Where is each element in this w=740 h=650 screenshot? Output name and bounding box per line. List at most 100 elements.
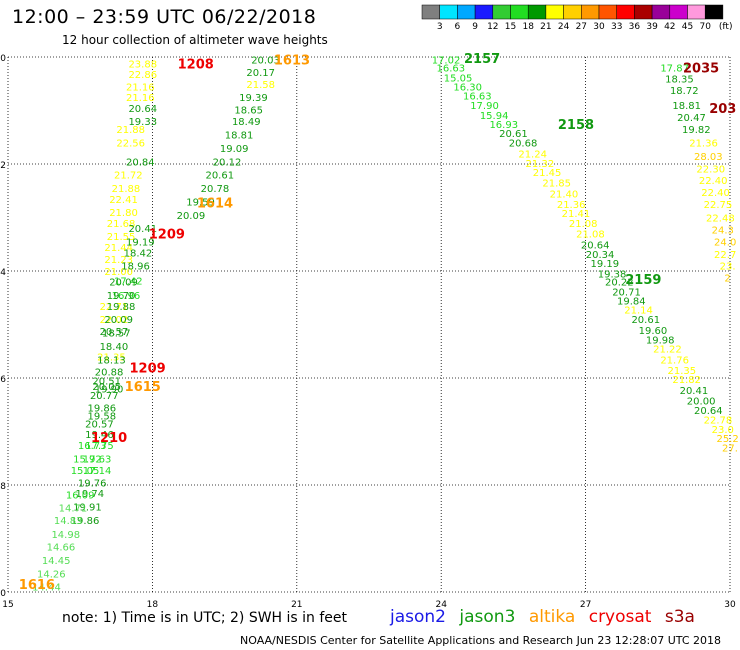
- pass-time-label: 1616: [19, 578, 55, 593]
- wave-height-value: 19.33: [128, 117, 157, 128]
- wave-height-value: 19.98: [646, 335, 675, 346]
- wave-height-value: 22.41: [109, 195, 138, 206]
- lat-tick-label: -40: [0, 54, 6, 64]
- wave-height-value: 20.22: [605, 278, 634, 289]
- wave-height-value: 19.46: [85, 430, 114, 441]
- satellite-legend: jason2 jason3 altika cryosat s3a: [390, 607, 703, 627]
- wave-height-value: 17.02: [432, 56, 461, 67]
- lat-tick-label: -48: [0, 482, 6, 492]
- color-scale-bar: 3 6 9 12 15 18 21 24 27 30 33 36 39 42 45 70 (ft): [421, 4, 732, 32]
- wave-height-value: 19.38: [598, 270, 627, 281]
- wave-height-value: 19.19: [591, 259, 620, 270]
- wave-height-value: 19.91: [73, 502, 102, 513]
- color-level-label: 27: [576, 22, 587, 32]
- wave-height-value: 21.82: [672, 375, 701, 386]
- wave-height-value: 22.40: [701, 188, 730, 199]
- wave-height-value: 19.88: [107, 302, 136, 313]
- legend-cryosat: cryosat: [588, 607, 652, 627]
- wave-height-value: 23.0: [712, 425, 734, 436]
- wave-height-value: 20.71: [612, 287, 641, 298]
- wave-height-value: 19.76: [78, 478, 107, 489]
- wave-height-value: 15.94: [480, 111, 509, 122]
- wave-height-value: 17.42: [114, 277, 143, 288]
- pass-time-label: 2035: [683, 62, 719, 77]
- wave-height-value: 14.71: [59, 503, 88, 514]
- wave-height-value: 21.24: [518, 149, 547, 160]
- chart-title: 12:00 – 23:59 UTC 06/22/2018: [12, 6, 317, 28]
- wave-height-value: 21.76: [660, 355, 689, 366]
- wave-height-value: 20.78: [201, 184, 230, 195]
- wave-height-value: 28.03: [694, 152, 723, 163]
- wave-height-value: 22.40: [699, 176, 728, 187]
- wave-height-value: 21.08: [576, 230, 605, 241]
- wave-height-value: 20.88: [95, 368, 124, 379]
- wave-height-value: 19.74: [76, 489, 105, 500]
- wave-height-value: 17.14: [83, 466, 112, 477]
- color-swatch: [704, 4, 724, 20]
- wave-height-value: 22.71: [100, 302, 129, 313]
- wave-height-value: 20.61: [205, 171, 234, 182]
- credit-text: NOAA/NESDIS Center for Satellite Applica…: [240, 634, 722, 647]
- wave-height-value: 23.: [720, 262, 736, 273]
- wave-height-value: 23.88: [128, 59, 157, 70]
- wave-height-value: 24.0: [714, 238, 736, 249]
- legend-s3a: s3a: [664, 607, 695, 627]
- wave-height-value: 20.57: [85, 419, 114, 430]
- wave-height-value: 21.88: [116, 125, 145, 136]
- lat-tick-label: -44: [0, 268, 6, 278]
- legend-jason2: jason2: [390, 607, 446, 627]
- wave-height-value: 16.96: [112, 291, 141, 302]
- color-level-label: 9: [472, 22, 478, 32]
- wave-height-value: 21.35: [97, 353, 126, 364]
- wave-height-value: 21.22: [653, 345, 682, 356]
- lon-tick-label: 27: [580, 600, 591, 610]
- wave-height-value: 22.75: [704, 200, 733, 211]
- wave-height-value: 20.64: [581, 240, 610, 251]
- wave-height-value: 21.23: [104, 255, 133, 266]
- wave-height-value: 19.58: [88, 411, 117, 422]
- wave-height-value: 18.35: [665, 74, 694, 85]
- wave-height-value: 20.00: [687, 396, 716, 407]
- wave-height-value: 21.16: [126, 82, 155, 93]
- wave-height-value: 21.58: [246, 80, 275, 91]
- pass-time-label: 1209: [129, 361, 165, 376]
- wave-height-value: 19.70: [107, 291, 136, 302]
- wave-height-value: 21.36: [557, 200, 586, 211]
- color-level-label: 70: [699, 22, 711, 32]
- wave-height-value: 19.59: [186, 197, 215, 208]
- wave-height-value: 20.09: [109, 278, 138, 289]
- lon-tick-label: 15: [2, 600, 13, 610]
- wave-height-value: 20.09: [177, 211, 206, 222]
- wave-height-value: 20.77: [90, 391, 119, 402]
- wave-height-value: 19.82: [682, 125, 711, 136]
- lat-tick-label: -42: [0, 161, 6, 171]
- wave-height-value: 21.68: [107, 219, 136, 230]
- pass-time-label: 1208: [178, 57, 214, 72]
- wave-height-value: 14.98: [51, 530, 80, 541]
- wave-height-value: 18.72: [670, 86, 699, 97]
- color-level-label: 15: [505, 22, 516, 32]
- wave-height-value: 19.86: [88, 403, 117, 414]
- wave-height-value: 21.32: [526, 159, 555, 170]
- wave-height-value: 22.78: [704, 416, 733, 427]
- wave-height-value: 21.45: [533, 168, 562, 179]
- wave-height-value: 21.08: [569, 219, 598, 230]
- wave-height-value: 21.40: [550, 189, 579, 200]
- wave-height-value: 14.44: [32, 583, 61, 594]
- wave-height-value: 20.12: [213, 157, 242, 168]
- color-level-label: 12: [487, 22, 498, 32]
- wave-height-value: 19.19: [126, 238, 155, 249]
- wave-height-value: 21.00: [104, 267, 133, 278]
- pass-time-label: 1614: [197, 197, 233, 212]
- wave-height-value: 16.09: [66, 491, 95, 502]
- color-level-label: 24: [558, 22, 570, 32]
- color-level-label: 36: [629, 22, 641, 32]
- lat-tick-label: -46: [0, 375, 6, 385]
- wave-height-value: 20.57: [100, 327, 129, 338]
- note-text: note: 1) Time is in UTC; 2) SWH is in fe…: [62, 610, 348, 626]
- wave-height-value: 19.90: [95, 385, 124, 396]
- wave-height-value: 15.05: [444, 73, 473, 84]
- wave-height-value: 20.03: [251, 56, 280, 67]
- wave-height-value: 19.84: [617, 296, 646, 307]
- wave-height-value: 18.40: [100, 342, 129, 353]
